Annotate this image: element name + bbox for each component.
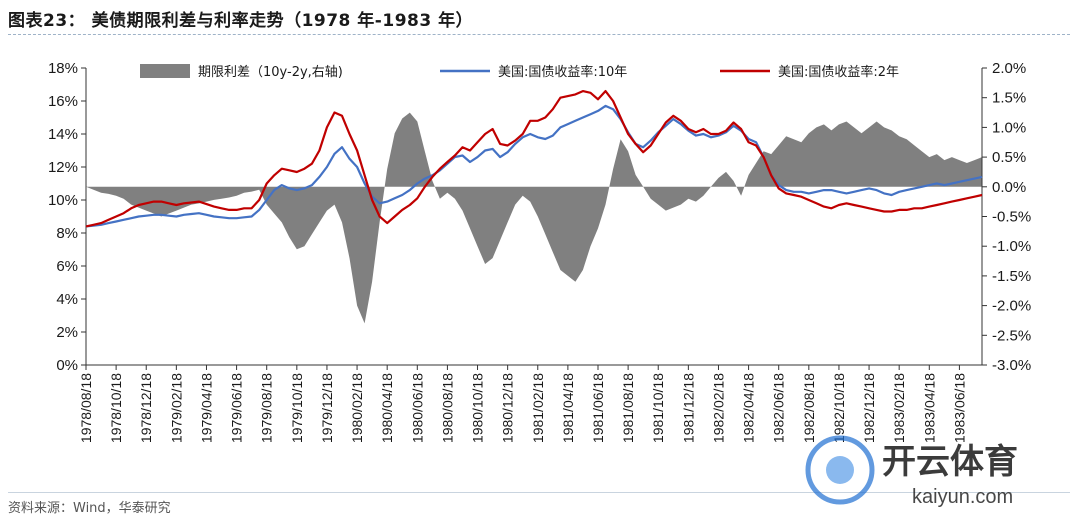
x-tick-label: 1978/10/18 xyxy=(108,373,124,443)
x-tick-label: 1979/10/18 xyxy=(289,373,305,443)
chart-title: 图表23： 美债期限利差与利率走势（1978 年-1983 年） xyxy=(8,11,474,31)
right-tick-label: -2.0% xyxy=(992,298,1031,315)
yield-2y-line xyxy=(85,89,983,228)
right-tick-label: 2.0% xyxy=(992,60,1026,77)
left-tick-label: 4% xyxy=(56,291,78,308)
x-tick-label: 1982/12/18 xyxy=(861,373,877,443)
left-tick-label: 16% xyxy=(48,93,78,110)
right-tick-label: 0.5% xyxy=(992,149,1026,166)
right-tick-label: -2.5% xyxy=(992,327,1031,344)
left-tick-label: 6% xyxy=(56,258,78,275)
x-tick-label: 1980/06/18 xyxy=(409,373,425,443)
legend: 期限利差（10y-2y,右轴) 美国:国债收益率:10年 美国:国债收益率:2年 xyxy=(140,64,899,80)
source-note: 资料来源：Wind，华泰研究 xyxy=(8,501,171,516)
watermark-url: kaiyun.com xyxy=(912,486,1013,508)
right-tick-label: 1.5% xyxy=(992,90,1026,107)
right-tick-label: -0.5% xyxy=(992,209,1031,226)
left-tick-label: 10% xyxy=(48,192,78,209)
legend-label-spread: 期限利差（10y-2y,右轴) xyxy=(198,65,343,80)
x-tick-label: 1980/08/18 xyxy=(439,373,455,443)
legend-label-2y: 美国:国债收益率:2年 xyxy=(778,64,899,80)
watermark-brand: 开云体育 xyxy=(882,442,1018,482)
x-tick-label: 1979/02/18 xyxy=(168,373,184,443)
legend-label-10y: 美国:国债收益率:10年 xyxy=(498,64,627,80)
x-tick-label: 1981/08/18 xyxy=(620,373,636,443)
x-tick-label: 1981/06/18 xyxy=(590,373,606,443)
left-tick-label: 0% xyxy=(56,357,78,374)
x-tick-label: 1982/06/18 xyxy=(771,373,787,443)
left-tick-label: 18% xyxy=(48,60,78,77)
x-tick-label: 1981/02/18 xyxy=(530,373,546,443)
x-tick-label: 1979/04/18 xyxy=(198,373,214,443)
x-tick-label: 1981/10/18 xyxy=(650,373,666,443)
x-tick-label: 1983/04/18 xyxy=(921,373,937,443)
x-tick-label: 1982/08/18 xyxy=(801,373,817,443)
yield-10y-line xyxy=(85,104,983,228)
watermark-ball-icon xyxy=(805,435,875,505)
x-tick-label: 1982/10/18 xyxy=(831,373,847,443)
x-tick-label: 1983/06/18 xyxy=(951,373,967,443)
title-divider xyxy=(8,34,1070,35)
x-tick-label: 1979/12/18 xyxy=(319,373,335,443)
right-tick-label: -1.0% xyxy=(992,238,1031,255)
x-tick-label: 1982/04/18 xyxy=(741,373,757,443)
yield-lines-layer xyxy=(85,89,983,228)
x-tick-label: 1981/04/18 xyxy=(560,373,576,443)
right-tick-label: -1.5% xyxy=(992,268,1031,285)
left-tick-label: 14% xyxy=(48,126,78,143)
right-tick-label: 1.0% xyxy=(992,119,1026,136)
x-tick-label: 1980/02/18 xyxy=(349,373,365,443)
x-tick-label: 1980/10/18 xyxy=(470,373,486,443)
left-tick-label: 8% xyxy=(56,225,78,242)
spread-area-layer xyxy=(86,112,982,324)
axes-layer: 0% 2% 4% 6% 8% 10% 12% 14% 16% 18% -3.0% -2.5% -2.0%… xyxy=(48,60,1031,443)
left-tick-label: 2% xyxy=(56,324,78,341)
x-tick-label: 1978/08/18 xyxy=(78,373,94,443)
x-tick-label: 1979/06/18 xyxy=(229,373,245,443)
right-tick-label: -3.0% xyxy=(992,357,1031,374)
x-tick-label: 1982/02/18 xyxy=(710,373,726,443)
x-tick-label: 1983/02/18 xyxy=(891,373,907,443)
watermark-logo: 开云体育 kaiyun.com xyxy=(805,435,1018,508)
left-tick-label: 12% xyxy=(48,159,78,176)
x-tick-label: 1980/12/18 xyxy=(500,373,516,443)
legend-swatch-spread xyxy=(140,64,190,78)
watermark-ball-core xyxy=(826,456,854,484)
x-tick-label: 1981/12/18 xyxy=(680,373,696,443)
right-tick-label: 0.0% xyxy=(992,179,1026,196)
x-tick-label: 1978/12/18 xyxy=(138,373,154,443)
spread-area xyxy=(86,112,982,324)
source-divider xyxy=(8,492,1070,493)
x-tick-label: 1979/08/18 xyxy=(259,373,275,443)
x-tick-label: 1980/04/18 xyxy=(379,373,395,443)
